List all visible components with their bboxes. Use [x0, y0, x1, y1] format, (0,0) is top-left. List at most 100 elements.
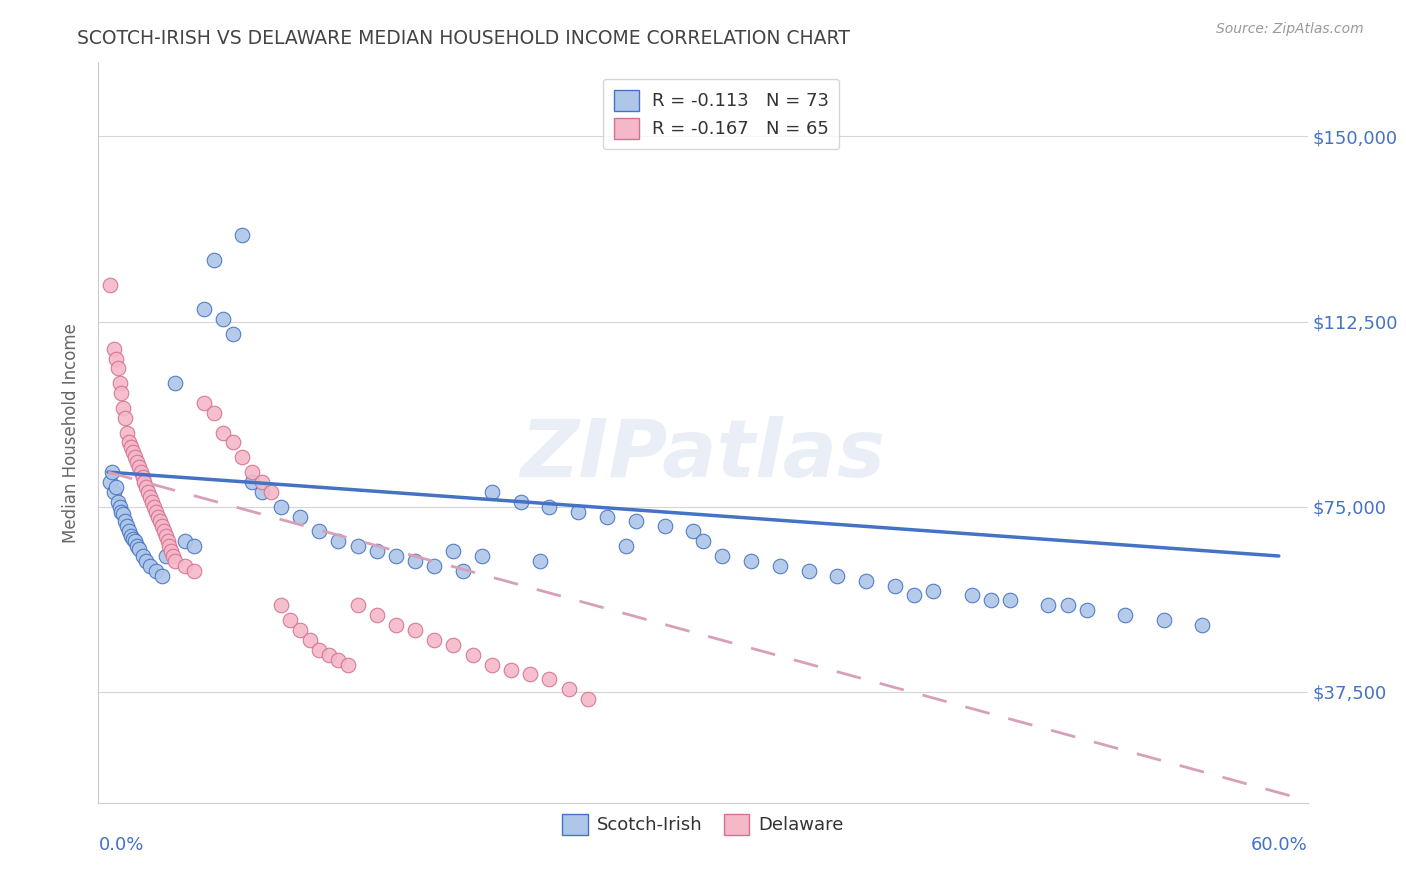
Point	[404, 623, 426, 637]
Point	[212, 312, 235, 326]
Text: 60.0%: 60.0%	[1251, 836, 1308, 855]
Point	[107, 361, 129, 376]
Point	[960, 589, 983, 603]
Point	[103, 342, 125, 356]
Point	[193, 396, 215, 410]
Point	[114, 515, 136, 529]
Point	[160, 544, 183, 558]
Point	[519, 667, 541, 681]
Point	[903, 589, 925, 603]
Point	[103, 484, 125, 499]
Point	[298, 632, 321, 647]
Point	[567, 505, 589, 519]
Point	[740, 554, 762, 568]
Point	[183, 539, 205, 553]
Point	[131, 470, 153, 484]
Point	[155, 529, 177, 543]
Point	[159, 539, 181, 553]
Point	[107, 494, 129, 508]
Point	[231, 228, 253, 243]
Point	[162, 549, 184, 563]
Point	[145, 505, 167, 519]
Point	[1056, 599, 1078, 613]
Point	[125, 539, 148, 553]
Point	[222, 435, 245, 450]
Point	[125, 455, 148, 469]
Point	[240, 465, 263, 479]
Point	[193, 302, 215, 317]
Point	[366, 608, 388, 623]
Point	[202, 252, 225, 267]
Point	[104, 351, 127, 366]
Point	[173, 534, 195, 549]
Point	[202, 406, 225, 420]
Point	[711, 549, 734, 563]
Point	[112, 401, 135, 415]
Point	[443, 638, 465, 652]
Point	[884, 579, 907, 593]
Point	[131, 549, 153, 563]
Point	[134, 475, 156, 489]
Point	[122, 532, 145, 546]
Point	[827, 568, 849, 582]
Point	[231, 450, 253, 465]
Point	[149, 515, 172, 529]
Point	[443, 544, 465, 558]
Point	[682, 524, 704, 539]
Point	[118, 435, 141, 450]
Point	[538, 500, 561, 514]
Point	[260, 484, 283, 499]
Point	[499, 663, 522, 677]
Point	[183, 564, 205, 578]
Point	[769, 558, 792, 573]
Point	[110, 386, 132, 401]
Point	[135, 554, 157, 568]
Point	[110, 505, 132, 519]
Point	[115, 519, 138, 533]
Point	[423, 558, 446, 573]
Point	[855, 574, 877, 588]
Point	[385, 618, 408, 632]
Point	[366, 544, 388, 558]
Text: ZIPatlas: ZIPatlas	[520, 416, 886, 494]
Point	[1191, 618, 1213, 632]
Point	[471, 549, 494, 563]
Point	[404, 554, 426, 568]
Point	[120, 441, 142, 455]
Point	[797, 564, 820, 578]
Point	[128, 541, 150, 556]
Point	[98, 277, 121, 292]
Point	[146, 509, 169, 524]
Point	[328, 653, 350, 667]
Point	[385, 549, 408, 563]
Point	[654, 519, 676, 533]
Point	[141, 494, 163, 508]
Point	[122, 445, 145, 459]
Point	[614, 539, 637, 553]
Point	[212, 425, 235, 440]
Point	[240, 475, 263, 489]
Point	[165, 376, 187, 391]
Point	[156, 534, 179, 549]
Point	[596, 509, 619, 524]
Point	[481, 657, 503, 672]
Point	[1114, 608, 1136, 623]
Point	[1153, 613, 1175, 627]
Point	[124, 534, 146, 549]
Point	[509, 494, 531, 508]
Point	[538, 673, 561, 687]
Point	[461, 648, 484, 662]
Point	[922, 583, 945, 598]
Point	[280, 613, 302, 627]
Point	[308, 642, 330, 657]
Point	[250, 484, 273, 499]
Point	[120, 529, 142, 543]
Point	[152, 524, 174, 539]
Legend: Scotch-Irish, Delaware: Scotch-Irish, Delaware	[555, 806, 851, 842]
Point	[118, 524, 141, 539]
Point	[108, 500, 131, 514]
Point	[101, 465, 124, 479]
Point	[114, 410, 136, 425]
Point	[173, 558, 195, 573]
Point	[136, 484, 159, 499]
